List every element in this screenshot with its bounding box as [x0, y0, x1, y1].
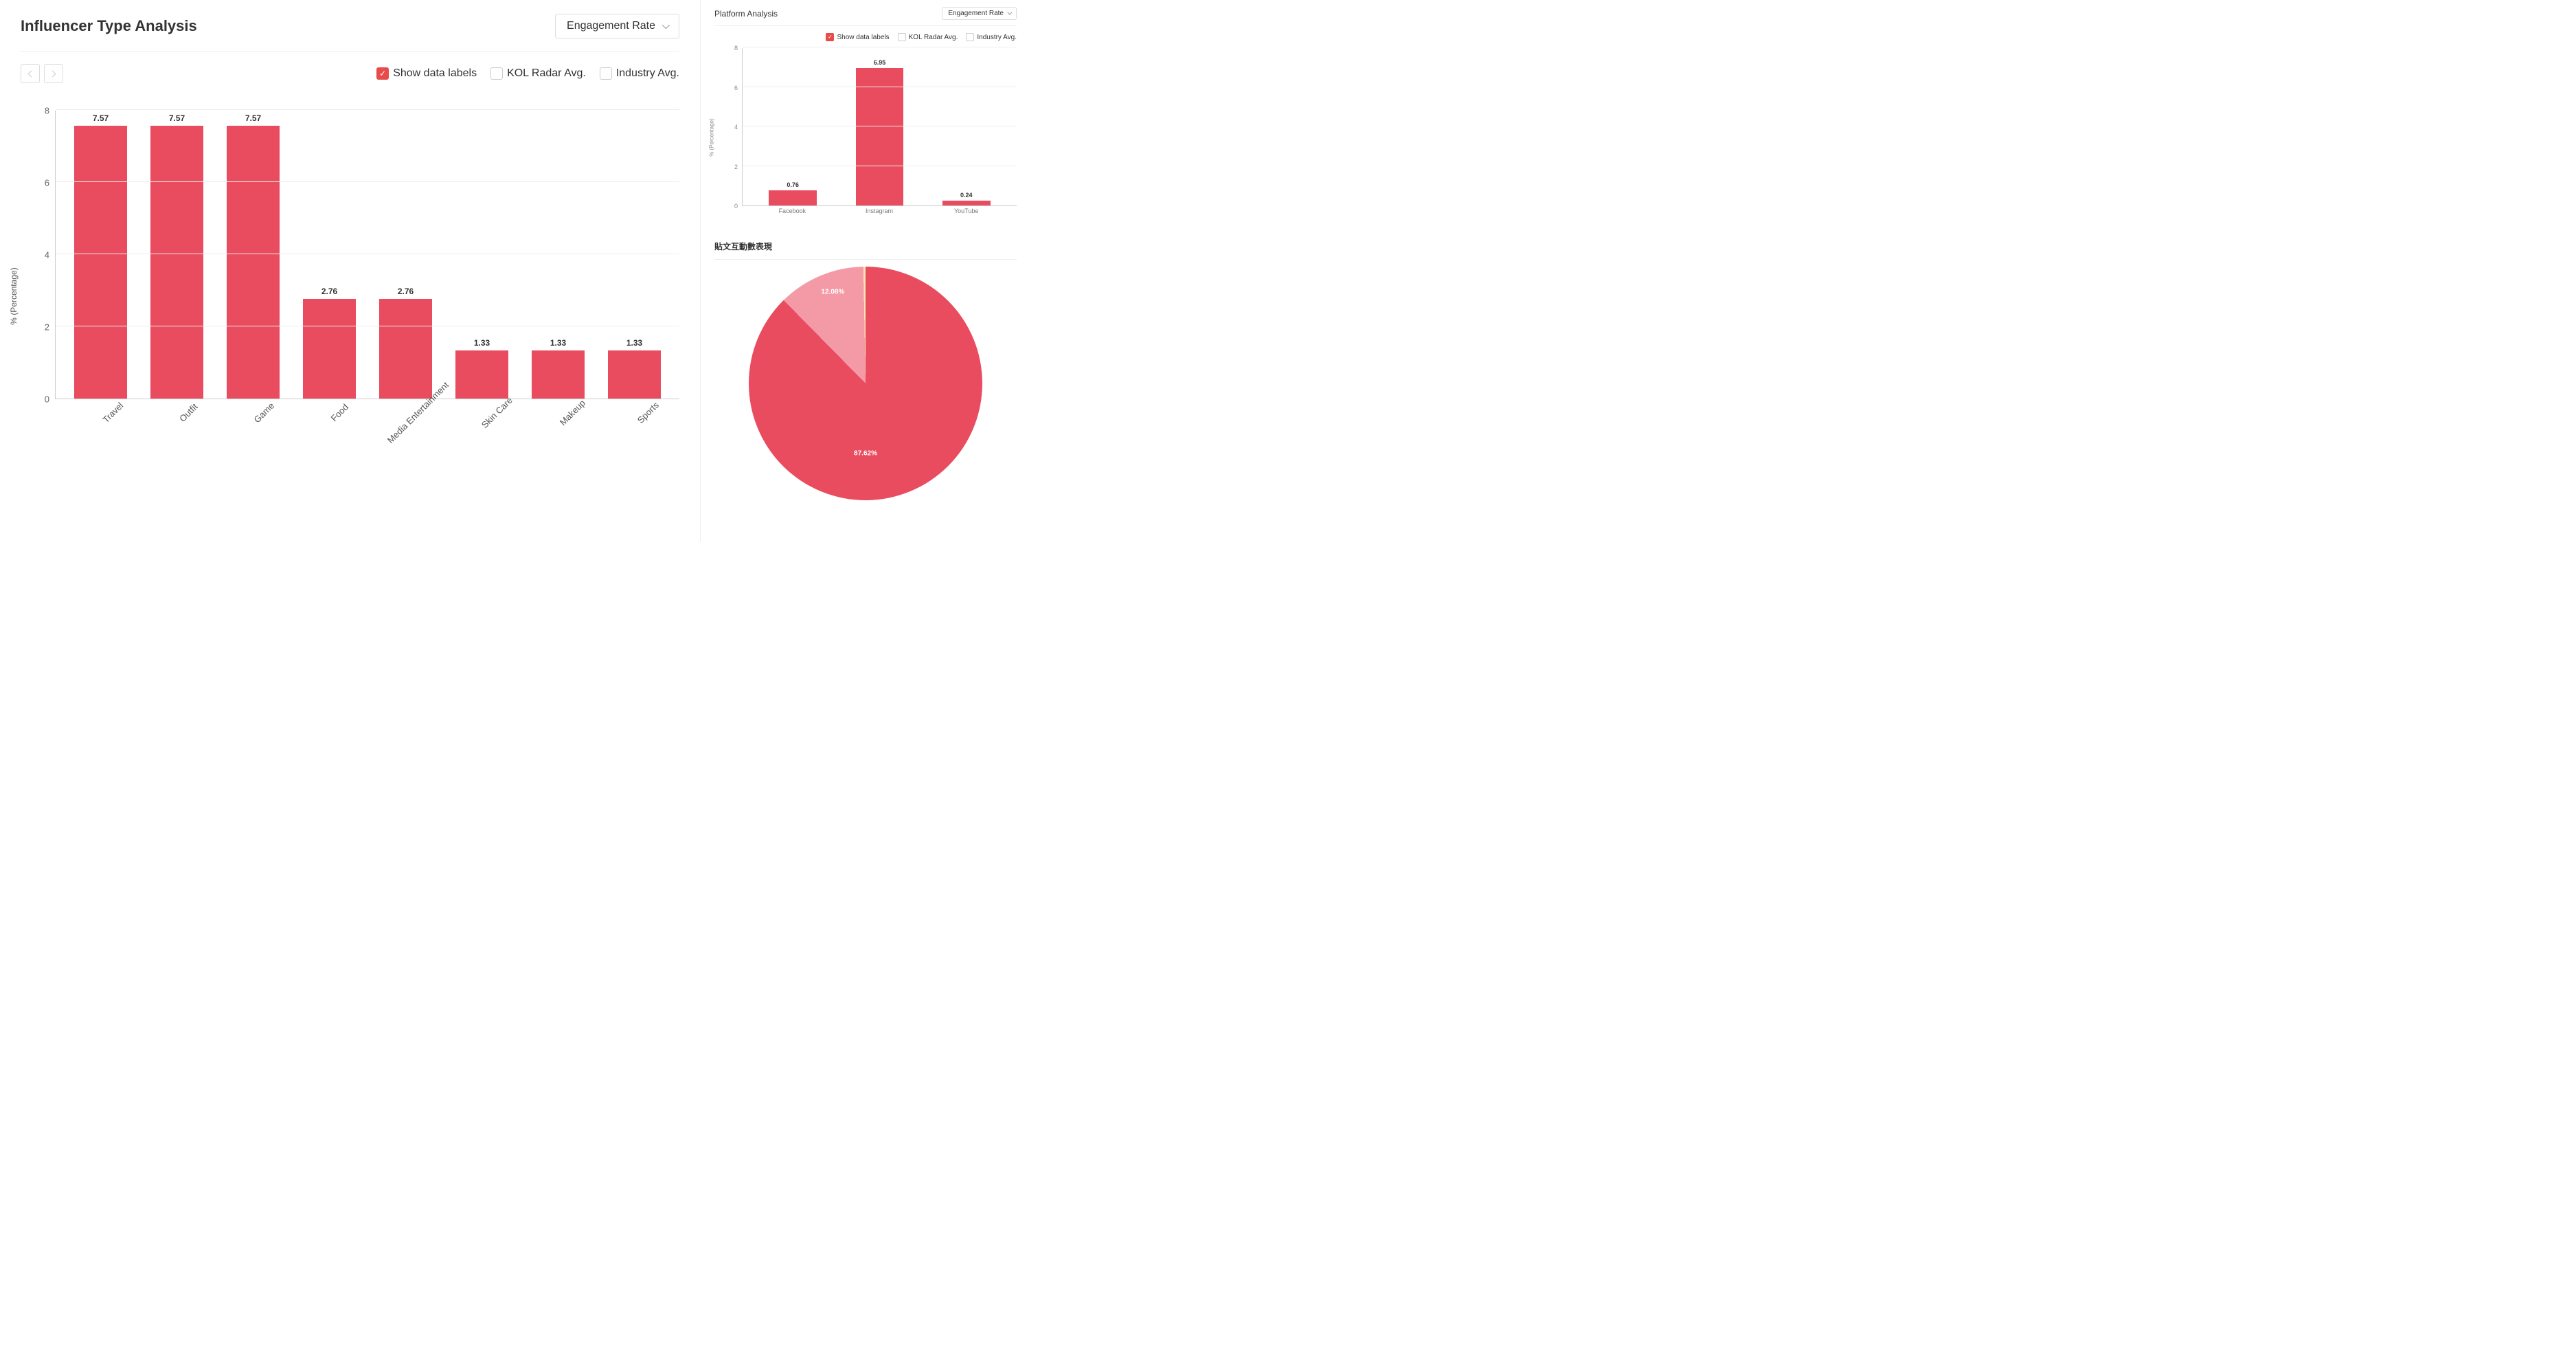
legend-kol-avg[interactable]: KOL Radar Avg.	[490, 67, 586, 80]
bar	[150, 126, 204, 399]
legend-kol-avg-small[interactable]: KOL Radar Avg.	[898, 33, 958, 41]
legend-show-labels[interactable]: ✓ Show data labels	[376, 67, 477, 80]
chevron-down-icon	[662, 21, 670, 29]
platform-metric-dropdown[interactable]: Engagement Rate	[942, 7, 1017, 20]
y-tick: 0	[45, 394, 49, 405]
pie-chart: 87.62% 12.08%	[749, 267, 982, 500]
pie-container: 87.62% 12.08%	[714, 260, 1017, 507]
y-tick: 6	[45, 178, 49, 188]
legend-kol-avg-text: KOL Radar Avg.	[507, 67, 586, 80]
bar-youtube: 0.24	[923, 201, 1010, 205]
legend-show-labels-small[interactable]: ✓ Show data labels	[826, 33, 889, 41]
left-header: Influencer Type Analysis Engagement Rate	[21, 14, 679, 52]
y-tick: 8	[734, 45, 738, 52]
metric-dropdown[interactable]: Engagement Rate	[555, 14, 679, 38]
bar-value: 1.33	[474, 338, 490, 348]
platform-x-labels: FacebookInstagramYouTube	[742, 208, 1017, 214]
checkbox-icon[interactable]	[898, 33, 906, 41]
y-tick: 2	[45, 322, 49, 333]
y-tick: 4	[45, 250, 49, 260]
left-y-axis-label: % (Percentage)	[9, 267, 19, 324]
left-chart: % (Percentage) 02468 7.577.577.572.762.7…	[21, 104, 679, 489]
platform-chart: % (Percentage) 02468 0.766.950.24 Facebo…	[714, 48, 1017, 227]
chevron-left-icon	[28, 70, 35, 77]
pie-label-major: 87.62%	[854, 450, 877, 458]
checkbox-checked-icon[interactable]: ✓	[826, 33, 834, 41]
legend-industry-avg[interactable]: Industry Avg.	[600, 67, 679, 80]
x-label: Facebook	[749, 208, 836, 214]
pie-label-minor: 12.08%	[821, 289, 844, 296]
bar-value: 1.33	[626, 338, 642, 348]
left-y-axis: 02468	[21, 111, 55, 399]
platform-dropdown-label: Engagement Rate	[948, 10, 1004, 17]
y-tick: 6	[734, 85, 738, 91]
platform-plot: 0.766.950.24	[742, 48, 1017, 206]
chevron-down-icon	[1007, 10, 1012, 15]
bar-value: 0.24	[960, 192, 973, 199]
pie-section: 貼文互動數表現 87.62% 12.08%	[714, 241, 1017, 535]
legend-kol-avg-small-text: KOL Radar Avg.	[909, 34, 958, 41]
bar-value: 2.76	[321, 287, 337, 296]
bar-value: 7.57	[93, 113, 109, 123]
legend-industry-avg-small-text: Industry Avg.	[977, 34, 1017, 41]
left-x-labels: TravelOutfitGameFoodMedia EntertainmentS…	[55, 399, 679, 423]
bar	[856, 68, 903, 205]
left-legend: ✓ Show data labels KOL Radar Avg. Indust…	[376, 67, 679, 80]
legend-industry-avg-text: Industry Avg.	[616, 67, 679, 80]
bar	[942, 201, 990, 205]
right-panel: Platform Analysis Engagement Rate ✓ Show…	[701, 0, 1030, 541]
chevron-right-icon	[49, 70, 56, 77]
bar-value: 1.33	[550, 338, 566, 348]
bar-value: 7.57	[245, 113, 261, 123]
influencer-type-panel: Influencer Type Analysis Engagement Rate…	[0, 0, 701, 541]
platform-analysis-title: Platform Analysis	[714, 9, 778, 19]
checkbox-icon[interactable]	[490, 67, 503, 80]
right-top-legend: ✓ Show data labels KOL Radar Avg. Indust…	[714, 33, 1017, 41]
nav-row: ✓ Show data labels KOL Radar Avg. Indust…	[21, 64, 679, 83]
y-tick: 8	[45, 106, 49, 116]
metric-dropdown-label: Engagement Rate	[567, 20, 655, 32]
checkbox-icon[interactable]	[966, 33, 974, 41]
checkbox-checked-icon[interactable]: ✓	[376, 67, 389, 80]
bar	[227, 126, 280, 399]
bar-value: 7.57	[169, 113, 185, 123]
bar-value: 2.76	[398, 287, 414, 296]
x-label: Instagram	[836, 208, 923, 214]
pie-title: 貼文互動數表現	[714, 241, 1017, 260]
prev-button[interactable]	[21, 64, 40, 83]
next-button[interactable]	[44, 64, 63, 83]
left-panel-title: Influencer Type Analysis	[21, 17, 197, 35]
bar-facebook: 0.76	[749, 190, 836, 205]
right-top-header: Platform Analysis Engagement Rate	[714, 7, 1017, 26]
gridline	[56, 109, 679, 110]
gridline	[56, 181, 679, 182]
left-plot: 7.577.577.572.762.761.331.331.33	[55, 111, 679, 399]
bar	[74, 126, 128, 399]
y-tick: 2	[734, 164, 738, 170]
checkbox-icon[interactable]	[600, 67, 612, 80]
bar-value: 6.95	[874, 59, 886, 66]
bar-instagram: 6.95	[836, 68, 923, 205]
legend-industry-avg-small[interactable]: Industry Avg.	[966, 33, 1017, 41]
bar-outfit: 7.57	[139, 126, 215, 399]
legend-show-labels-small-text: Show data labels	[837, 34, 889, 41]
platform-bars: 0.766.950.24	[743, 48, 1017, 205]
x-label: YouTube	[923, 208, 1010, 214]
platform-y-axis: 02468	[714, 48, 742, 206]
bar-value: 0.76	[787, 181, 799, 188]
bar-game: 7.57	[215, 126, 291, 399]
y-tick: 0	[734, 203, 738, 210]
legend-show-labels-text: Show data labels	[393, 67, 477, 80]
bar-travel: 7.57	[63, 126, 139, 399]
left-bars: 7.577.577.572.762.761.331.331.33	[56, 111, 679, 399]
y-tick: 4	[734, 124, 738, 131]
bar	[769, 190, 816, 205]
